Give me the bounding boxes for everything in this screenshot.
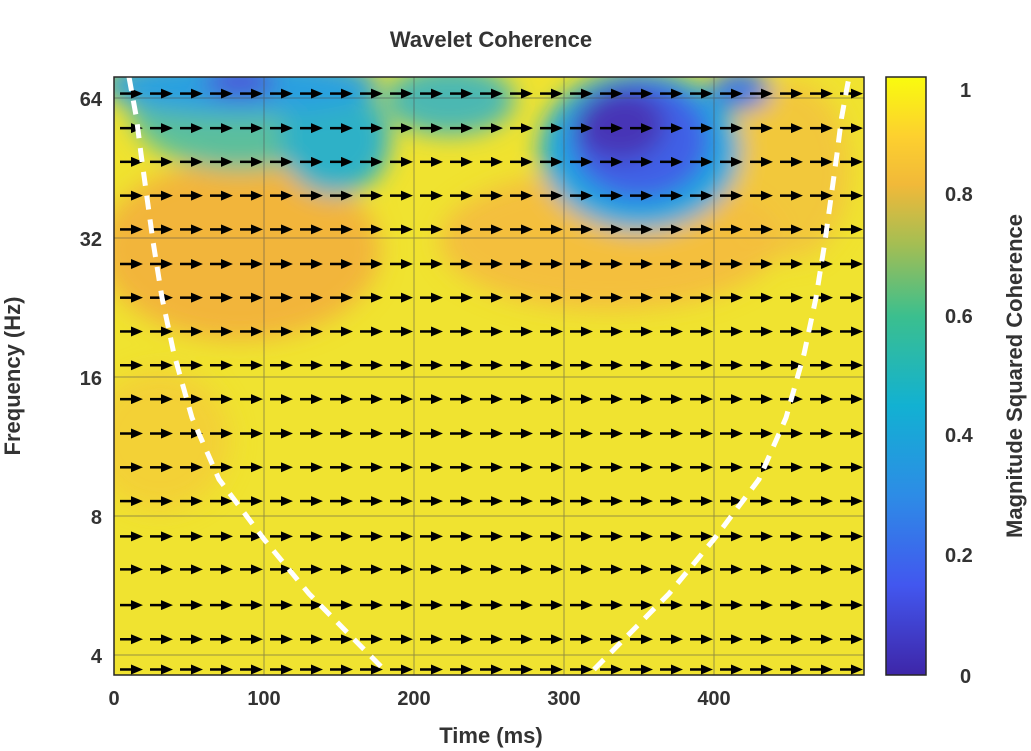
x-axis: 0 100 200 300 400 Time (ms) bbox=[108, 688, 730, 748]
y-tick-label: 32 bbox=[80, 229, 102, 251]
region-orange-low-left bbox=[114, 370, 230, 510]
x-tick-label: 400 bbox=[697, 688, 730, 710]
region-deep-blue-right bbox=[575, 90, 665, 160]
colorbar-tick-label: 0.2 bbox=[945, 545, 973, 567]
chart-title: Wavelet Coherence bbox=[390, 27, 592, 52]
y-axis: 64 32 16 8 4 Frequency (Hz) bbox=[0, 89, 103, 668]
x-axis-label: Time (ms) bbox=[439, 723, 543, 748]
x-tick-label: 0 bbox=[108, 688, 119, 710]
colorbar: 1 0.8 0.6 0.4 0.2 0 Magnitude Squared Co… bbox=[885, 76, 1027, 688]
phase-arrows bbox=[120, 88, 863, 675]
colorbar-tick-label: 1 bbox=[960, 80, 971, 102]
y-tick-label: 64 bbox=[80, 89, 103, 111]
region-teal-center bbox=[385, 77, 515, 135]
colorbar-tick-label: 0.6 bbox=[945, 306, 973, 328]
x-tick-label: 200 bbox=[397, 688, 430, 710]
cone-of-influence-right bbox=[592, 76, 852, 672]
colorbar-gradient bbox=[885, 76, 927, 676]
colorbar-label: Magnitude Squared Coherence bbox=[1002, 214, 1027, 538]
colorbar-tick-label: 0 bbox=[960, 666, 971, 688]
heatmap-regions bbox=[114, 77, 850, 510]
region-blue-top-right bbox=[710, 77, 770, 110]
region-orange-far-right bbox=[730, 80, 850, 260]
cone-of-influence-left bbox=[126, 76, 386, 672]
y-tick-label: 4 bbox=[91, 646, 103, 668]
colorbar-tick-label: 0.8 bbox=[945, 184, 973, 206]
region-teal-mid bbox=[280, 85, 390, 195]
plot-area bbox=[113, 76, 865, 676]
x-tick-label: 100 bbox=[247, 688, 280, 710]
x-tick-label: 300 bbox=[547, 688, 580, 710]
y-axis-label: Frequency (Hz) bbox=[0, 297, 25, 456]
plot-frame bbox=[113, 76, 865, 676]
y-tick-label: 8 bbox=[91, 507, 102, 529]
colorbar-tick-label: 0.4 bbox=[945, 425, 974, 447]
y-tick-label: 16 bbox=[80, 368, 102, 390]
